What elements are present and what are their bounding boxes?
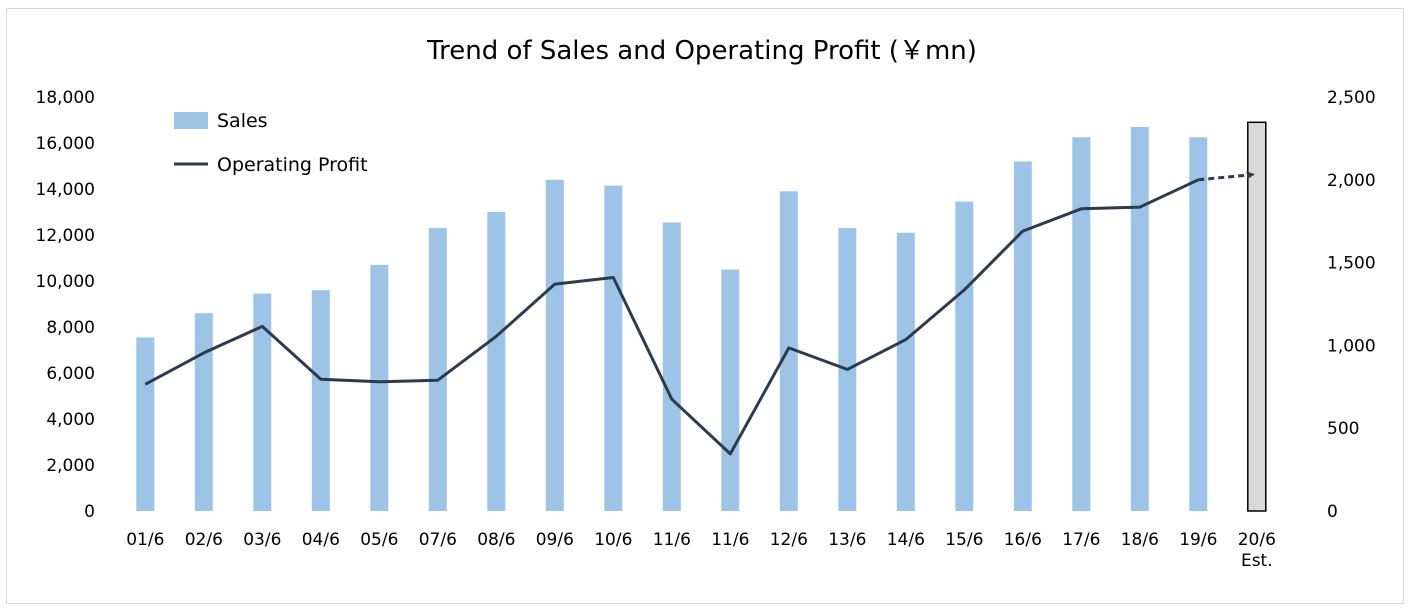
left-axis: 0 2,000 4,000 6,000 8,000 10,000 12,000 14,000 1…	[36, 88, 95, 522]
x-tick-label: 12/6	[770, 530, 808, 550]
left-tick-label: 8,000	[46, 318, 95, 338]
bar	[194, 313, 213, 511]
legend-label-operating-profit: Operating Profit	[217, 154, 368, 176]
left-tick-label: 10,000	[36, 272, 95, 292]
chart-frame	[6, 8, 1404, 604]
right-tick-label: 2,000	[1327, 171, 1376, 191]
x-tick-label: 18/6	[1121, 530, 1159, 550]
left-tick-label: 4,000	[46, 410, 95, 430]
bar	[370, 264, 389, 511]
legend-label-sales: Sales	[217, 110, 268, 132]
right-tick-label: 1,000	[1327, 336, 1376, 356]
x-tick-label: 13/6	[828, 530, 866, 550]
x-tick-label: 05/6	[360, 530, 398, 550]
left-tick-label: 16,000	[36, 134, 95, 154]
operating-profit-estimate-arrow	[1198, 171, 1255, 182]
bar	[1189, 137, 1208, 512]
right-tick-label: 500	[1327, 419, 1359, 439]
x-tick-label: 17/6	[1062, 530, 1100, 550]
x-tick-label: 04/6	[302, 530, 340, 550]
x-tick-label: 11/6	[653, 530, 691, 550]
left-tick-label: 12,000	[36, 226, 95, 246]
x-tick-label: 01/6	[126, 530, 164, 550]
bar	[1072, 137, 1091, 512]
bar	[1130, 126, 1149, 512]
right-tick-label: 0	[1327, 502, 1338, 522]
bar	[779, 191, 798, 512]
bar-series-sales	[136, 121, 1267, 512]
left-tick-label: 18,000	[36, 88, 95, 108]
right-axis: 0 500 1,000 1,500 2,000 2,500	[1327, 88, 1376, 522]
x-tick-label: 08/6	[477, 530, 515, 550]
bar	[955, 201, 974, 511]
left-tick-label: 2,000	[46, 456, 95, 476]
x-tick-label: 15/6	[945, 530, 983, 550]
chart-title: Trend of Sales and Operating Profit (￥mn…	[426, 36, 977, 66]
operating-profit-line	[144, 178, 1199, 456]
bar-estimate	[1247, 121, 1267, 512]
left-tick-label: 6,000	[46, 364, 95, 384]
legend: Sales Operating Profit	[174, 110, 368, 176]
x-tick-label: 09/6	[536, 530, 574, 550]
legend-swatch-sales	[174, 112, 208, 129]
x-tick-label: 11/6	[711, 530, 749, 550]
line-series-operating-profit	[144, 171, 1255, 456]
right-tick-label: 2,500	[1327, 88, 1376, 108]
x-tick-sublabel: Est.	[1241, 551, 1273, 571]
x-tick-label: 03/6	[243, 530, 281, 550]
bar	[487, 212, 506, 511]
bar	[253, 293, 272, 511]
bar	[545, 179, 564, 512]
left-tick-label: 0	[84, 502, 95, 522]
x-axis: 01/6 02/6 03/6 04/6 05/6 07/6 08/6 09/6 10/6 11/6…	[126, 530, 1276, 571]
x-tick-label: 02/6	[185, 530, 223, 550]
bar	[662, 222, 681, 511]
x-tick-label: 16/6	[1004, 530, 1042, 550]
bar	[136, 337, 155, 511]
left-tick-label: 14,000	[36, 180, 95, 200]
right-tick-label: 1,500	[1327, 254, 1376, 274]
bar	[1013, 161, 1032, 511]
x-tick-label: 20/6	[1238, 530, 1276, 550]
bar	[896, 232, 915, 511]
x-tick-label: 19/6	[1179, 530, 1217, 550]
x-tick-label: 14/6	[887, 530, 925, 550]
bar	[311, 290, 330, 511]
x-tick-label: 07/6	[419, 530, 457, 550]
bar	[428, 228, 447, 511]
x-tick-label: 10/6	[594, 530, 632, 550]
bar	[604, 185, 623, 511]
bar	[721, 269, 740, 511]
